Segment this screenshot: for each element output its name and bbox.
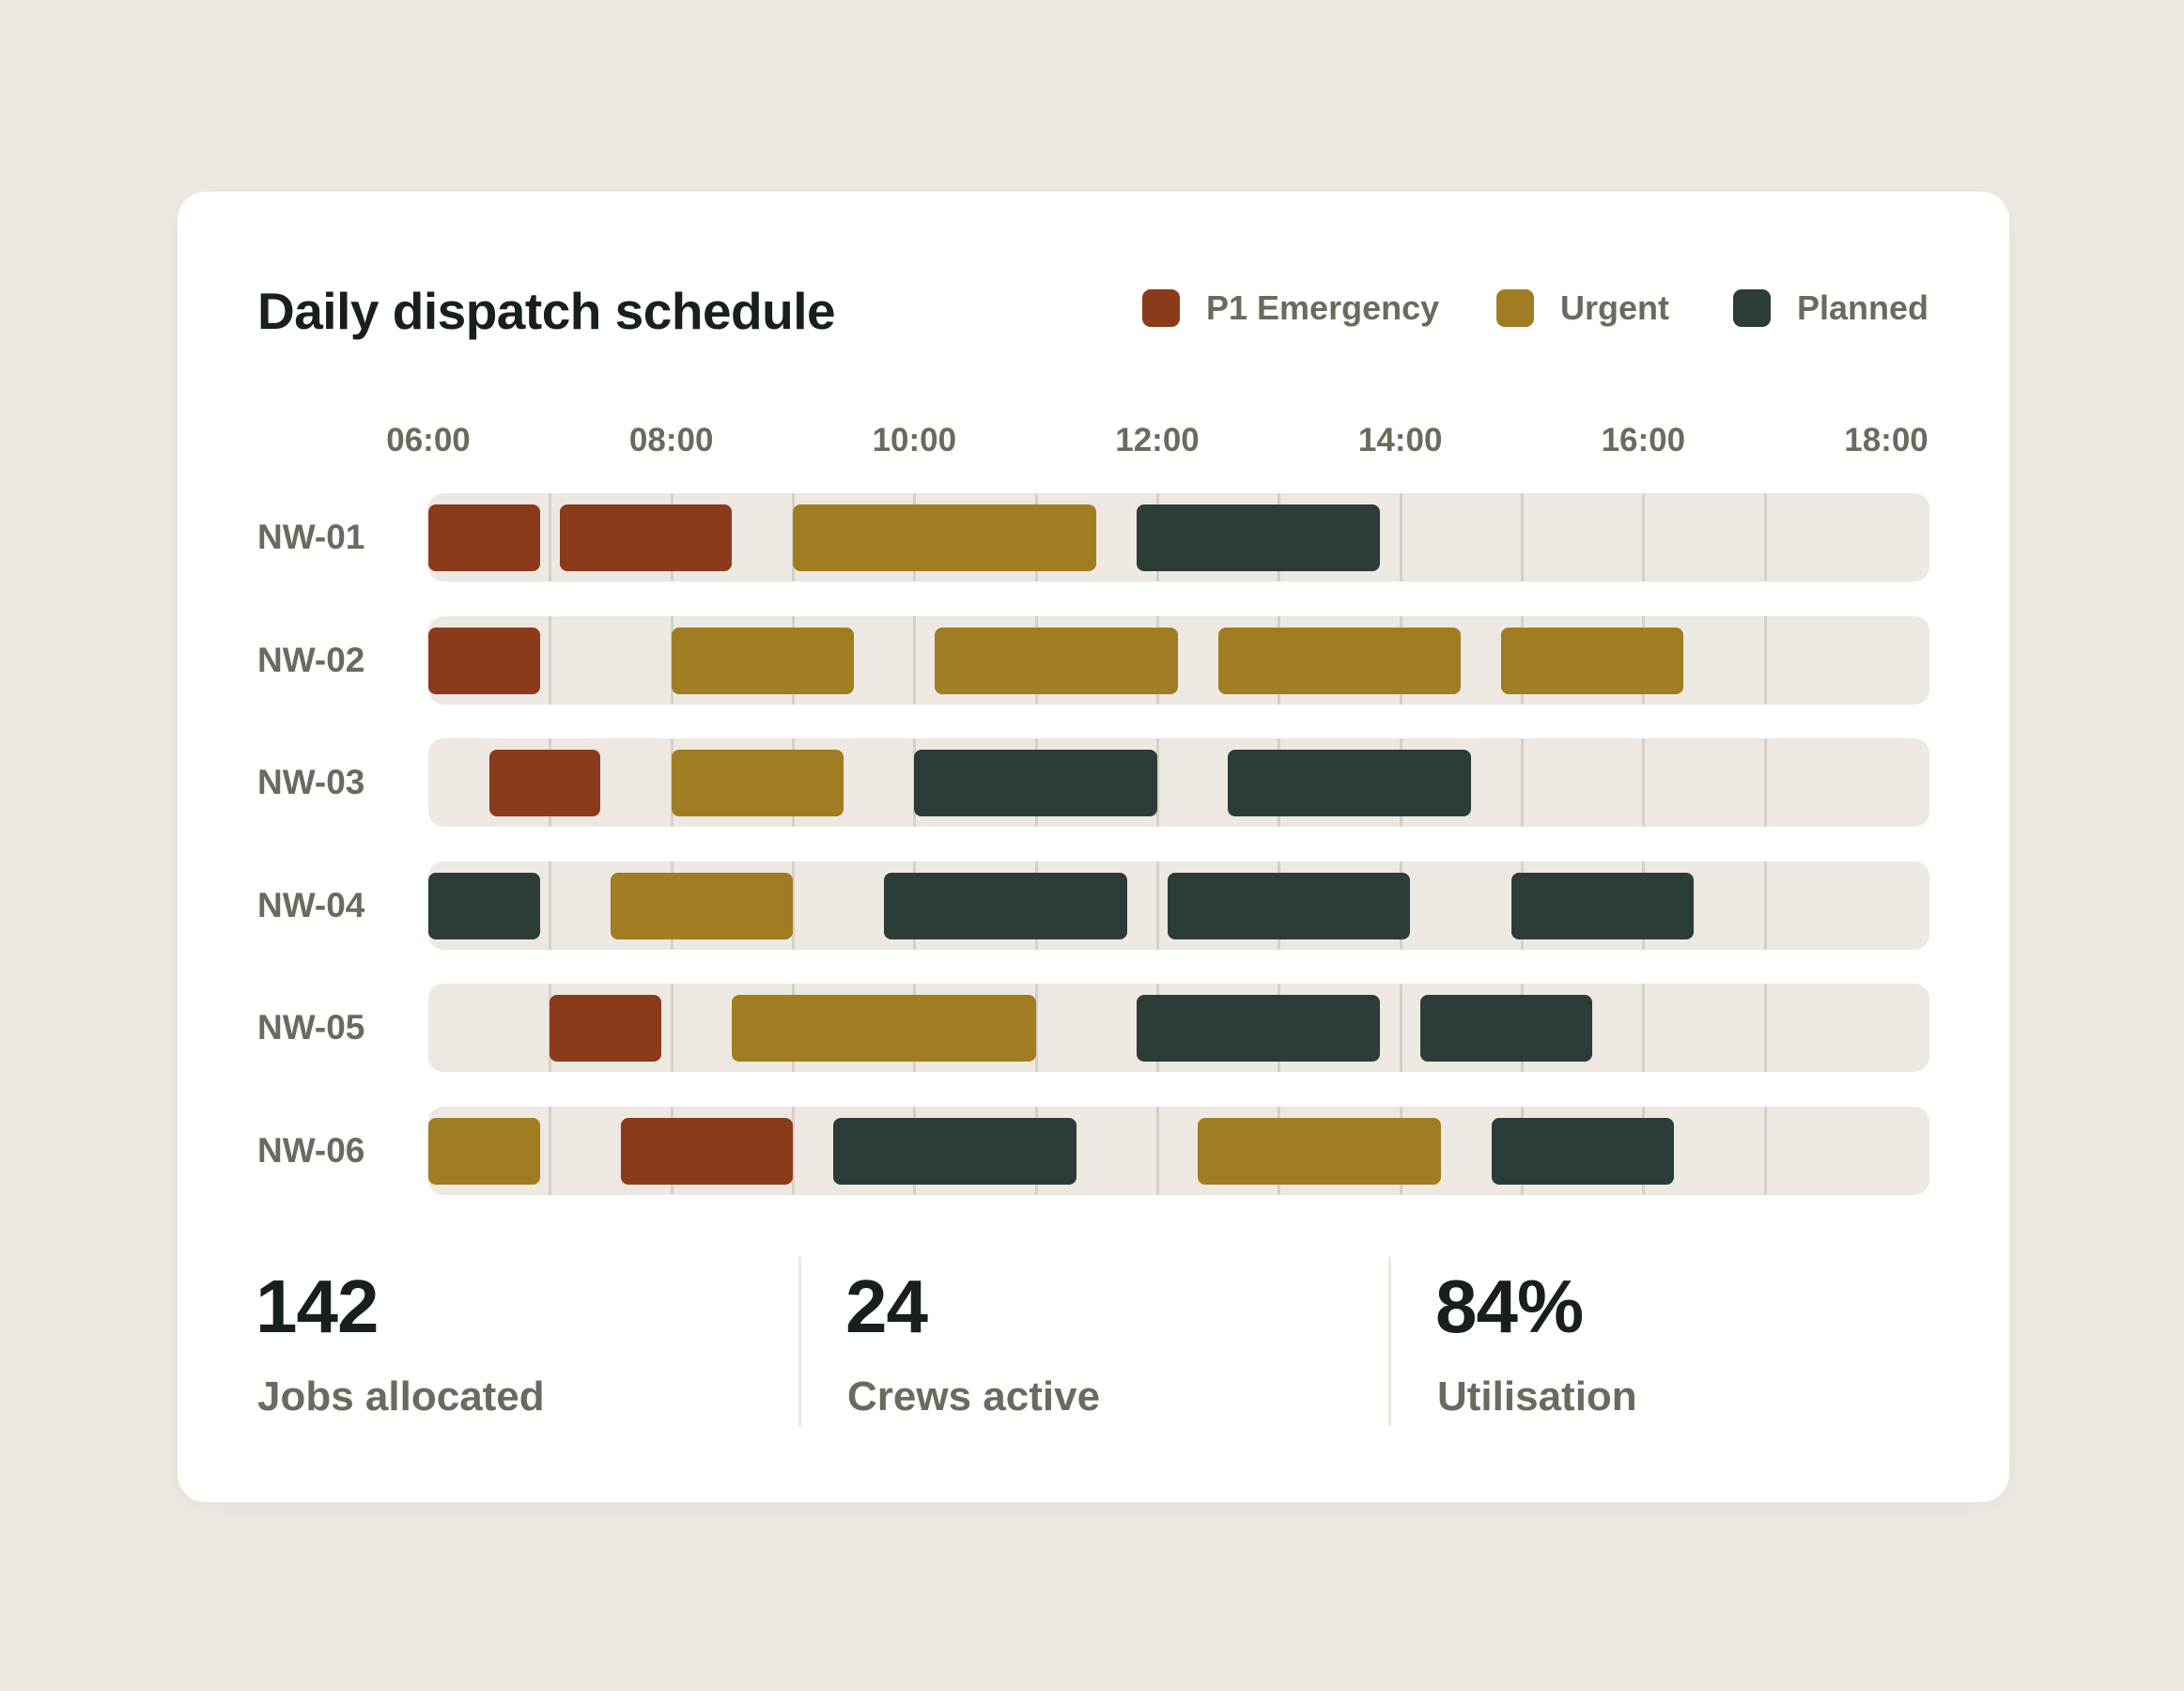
stat-label-jobs: Jobs allocated (257, 1373, 545, 1420)
gridline (1763, 493, 1767, 582)
row-track (428, 984, 1929, 1072)
job-bar-urgent[interactable] (611, 872, 793, 939)
row-track (428, 738, 1929, 827)
gridline (792, 1106, 795, 1195)
gridline (792, 861, 795, 950)
gridline (1642, 493, 1646, 582)
gridline (1763, 984, 1767, 1072)
legend-swatch (1142, 289, 1180, 327)
gridline (549, 1106, 552, 1195)
job-bar-urgent[interactable] (1217, 627, 1462, 694)
job-bar-planned[interactable] (914, 750, 1157, 816)
gridline (1034, 984, 1038, 1072)
gridline (1763, 615, 1767, 705)
stat-value-utilisation: 84% (1435, 1264, 1584, 1348)
job-bar-p1-emergency[interactable] (620, 1117, 793, 1185)
legend-label: Planned (1797, 288, 1929, 327)
legend-item-urgent: Urgent (1496, 287, 1669, 329)
job-bar-p1-emergency[interactable] (428, 504, 540, 571)
x-tick-label: 10:00 (872, 422, 957, 458)
row-label: NW-02 (257, 640, 365, 679)
gridline (1399, 493, 1402, 582)
row-track (428, 493, 1929, 582)
job-bar-planned[interactable] (1420, 995, 1593, 1062)
row-label: NW-01 (257, 518, 365, 556)
job-bar-planned[interactable] (884, 872, 1127, 939)
gridline (1156, 1106, 1159, 1195)
legend-label: Urgent (1560, 288, 1669, 327)
job-bar-urgent[interactable] (934, 627, 1178, 694)
job-bar-p1-emergency[interactable] (560, 504, 733, 571)
gridline (1763, 861, 1767, 950)
x-tick-label: 14:00 (1357, 422, 1443, 458)
job-bar-urgent[interactable] (1198, 1117, 1441, 1185)
gridline (1763, 1106, 1767, 1195)
job-bar-urgent[interactable] (732, 995, 1036, 1062)
gridline (549, 615, 552, 705)
stat-value-crews: 24 (845, 1264, 928, 1348)
stat-label-crews: Crews active (847, 1373, 1101, 1420)
gridline (549, 861, 552, 950)
job-bar-planned[interactable] (833, 1117, 1077, 1185)
row-label: NW-03 (257, 763, 365, 801)
row-track (428, 861, 1929, 950)
job-bar-p1-emergency[interactable] (428, 627, 540, 694)
row-track (428, 1106, 1929, 1195)
x-tick-label: 16:00 (1601, 422, 1686, 458)
job-bar-planned[interactable] (1511, 872, 1695, 939)
legend-label: P1 Emergency (1206, 288, 1440, 327)
x-tick-label: 12:00 (1115, 422, 1200, 458)
row-label: NW-04 (257, 885, 365, 924)
stat-label-utilisation: Utilisation (1437, 1373, 1637, 1420)
row-label: NW-06 (257, 1130, 365, 1170)
legend-item-p1-emergency: P1 Emergency (1142, 287, 1439, 329)
gridline (670, 984, 674, 1072)
gridline (913, 615, 917, 705)
x-tick-label: 18:00 (1844, 422, 1928, 458)
job-bar-planned[interactable] (1167, 872, 1411, 939)
job-bar-urgent[interactable] (671, 750, 844, 816)
job-bar-urgent[interactable] (1501, 627, 1684, 694)
dispatch-card (178, 192, 2009, 1502)
legend-swatch (1496, 289, 1534, 327)
job-bar-urgent[interactable] (793, 504, 1097, 571)
x-tick-label: 06:00 (386, 422, 471, 458)
legend-item-planned: Planned (1733, 287, 1928, 329)
job-bar-urgent[interactable] (671, 627, 854, 694)
gridline (1521, 493, 1524, 582)
gridline (1156, 861, 1159, 950)
stat-divider (798, 1257, 801, 1426)
stat-value-jobs: 142 (256, 1264, 379, 1348)
legend-swatch (1733, 289, 1771, 327)
row-track (428, 615, 1929, 705)
gridline (1642, 738, 1646, 827)
gridline (1521, 738, 1524, 827)
job-bar-planned[interactable] (1228, 750, 1472, 816)
gridline (1763, 738, 1767, 827)
gridline (1399, 984, 1402, 1072)
chart-title: Daily dispatch schedule (257, 282, 836, 340)
job-bar-urgent[interactable] (428, 1117, 540, 1185)
job-bar-planned[interactable] (1491, 1117, 1674, 1185)
row-label: NW-05 (257, 1008, 365, 1047)
gridline (549, 493, 552, 582)
job-bar-planned[interactable] (428, 872, 540, 939)
gridline (1642, 984, 1646, 1072)
stat-divider (1388, 1257, 1391, 1426)
gridline (1156, 738, 1159, 827)
x-tick-label: 08:00 (628, 422, 714, 458)
job-bar-planned[interactable] (1137, 995, 1381, 1062)
job-bar-planned[interactable] (1137, 504, 1381, 571)
job-bar-p1-emergency[interactable] (488, 750, 601, 816)
job-bar-p1-emergency[interactable] (550, 995, 661, 1062)
